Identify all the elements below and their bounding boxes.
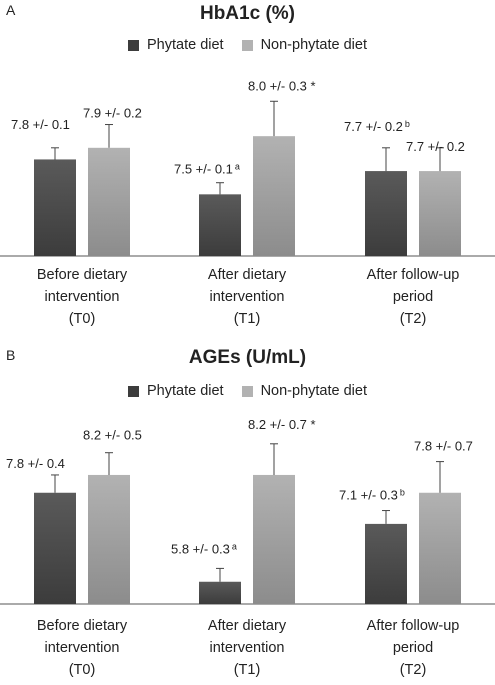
legend-swatch-phytate [128, 385, 139, 397]
legend-label: Non-phytate diet [260, 383, 367, 399]
category-label: intervention [45, 289, 120, 305]
panel-hba1c: A HbA1c (%) Phytate diet Non-phytate die… [0, 0, 495, 342]
legend-swatch-non-phytate [241, 385, 253, 397]
bar-chart-hba1c: 7.8 +/- 0.17.5 +/- 0.1 a7.7 +/- 0.2 b7.9 +… [0, 78, 495, 327]
legend-item-non-phytate: Non-phytate diet [241, 383, 367, 399]
category-label: After follow-up [367, 267, 460, 283]
legend-label: Phytate diet [147, 37, 224, 53]
data-label: 8.0 +/- 0.3 * [248, 78, 316, 93]
data-label: 7.7 +/- 0.2 [406, 139, 465, 154]
bar-phytate [34, 492, 76, 604]
chart-title: AGEs (U/mL) [188, 347, 307, 368]
data-label: 7.1 +/- 0.3 [339, 488, 398, 503]
category-label: (T0) [69, 311, 96, 327]
data-label: 8.2 +/- 0.7 * [248, 417, 316, 432]
bar-non-phytate [253, 474, 295, 604]
significance-superscript: b [400, 488, 405, 498]
data-label: 7.8 +/- 0.1 [11, 117, 70, 132]
legend-label: Phytate diet [147, 383, 224, 399]
data-label: 7.8 +/- 0.7 [414, 439, 473, 454]
category-label: (T1) [234, 311, 261, 327]
category-label: Before dietary [37, 618, 128, 634]
category-label: (T0) [69, 662, 96, 678]
data-label: 7.9 +/- 0.2 [83, 106, 142, 121]
legend: Phytate diet Non-phytate diet [0, 37, 495, 53]
legend-swatch-non-phytate [241, 39, 253, 51]
legend-item-phytate: Phytate diet [128, 383, 224, 399]
legend-item-phytate: Phytate diet [128, 37, 224, 53]
category-label: After dietary [208, 618, 287, 634]
panel-ages: B AGEs (U/mL) Phytate diet Non-phytate d… [0, 342, 495, 685]
significance-superscript: a [235, 162, 240, 172]
bar-phytate [199, 194, 241, 256]
category-label: (T2) [400, 311, 427, 327]
bar-phytate [199, 581, 241, 604]
panel-letter: B [6, 347, 16, 363]
bar-chart-ages: 7.8 +/- 0.4 5.8 +/- 0.3 a 7.1 +/- 0.3 b 8.2 +… [0, 417, 495, 678]
bar-phytate [365, 171, 407, 256]
panel-letter: A [6, 2, 16, 18]
legend: Phytate diet Non-phytate diet [0, 383, 495, 399]
bar-non-phytate [419, 492, 461, 604]
category-label: intervention [210, 289, 285, 305]
bar-non-phytate [88, 147, 130, 256]
category-label: Before dietary [37, 267, 128, 283]
category-label: period [393, 640, 433, 656]
legend-label: Non-phytate diet [260, 37, 367, 53]
category-label: period [393, 289, 433, 305]
bar-non-phytate [419, 171, 461, 256]
category-label: intervention [45, 640, 120, 656]
data-label: 5.8 +/- 0.3 [171, 541, 230, 556]
significance-superscript: a [232, 541, 237, 551]
category-label: intervention [210, 640, 285, 656]
category-label: After follow-up [367, 618, 460, 634]
bar-phytate [34, 159, 76, 256]
category-label: (T2) [400, 662, 427, 678]
category-label: After dietary [208, 267, 287, 283]
data-label: 7.7 +/- 0.2 [344, 119, 403, 134]
significance-superscript: b [405, 119, 410, 129]
legend-swatch-phytate [128, 39, 139, 51]
data-label: 7.5 +/- 0.1 [174, 162, 233, 177]
category-label: (T1) [234, 662, 261, 678]
bar-non-phytate [88, 474, 130, 604]
bar-non-phytate [253, 136, 295, 256]
data-label: 7.8 +/- 0.4 [6, 456, 65, 471]
data-label: 8.2 +/- 0.5 [83, 428, 142, 443]
chart-title: HbA1c (%) [199, 3, 295, 24]
legend-item-non-phytate: Non-phytate diet [241, 37, 367, 53]
bar-phytate [365, 523, 407, 604]
